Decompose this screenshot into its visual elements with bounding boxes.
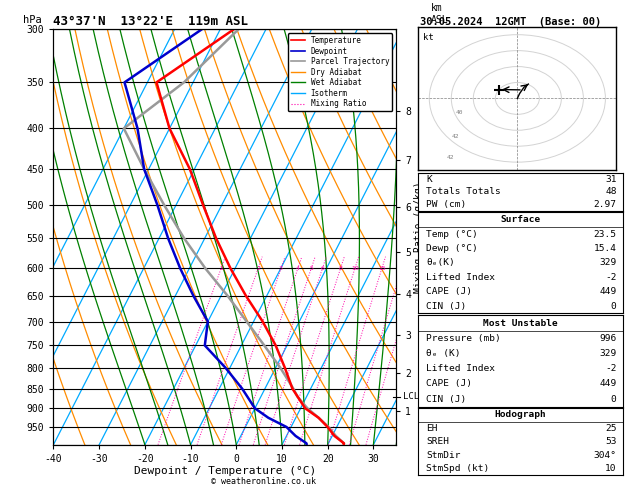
Text: StmSpd (kt): StmSpd (kt) [426, 464, 490, 473]
Text: 0: 0 [611, 395, 616, 404]
Text: Lifted Index: Lifted Index [426, 364, 496, 373]
Text: 8: 8 [338, 266, 342, 271]
Text: 6: 6 [321, 266, 325, 271]
Text: 2: 2 [256, 266, 260, 271]
Text: 48: 48 [605, 188, 616, 196]
Text: 53: 53 [605, 437, 616, 446]
Text: 30.05.2024  12GMT  (Base: 00): 30.05.2024 12GMT (Base: 00) [420, 17, 601, 27]
Text: 996: 996 [599, 334, 616, 343]
Text: θₑ(K): θₑ(K) [426, 259, 455, 267]
Text: 31: 31 [605, 174, 616, 184]
Text: 42: 42 [452, 134, 459, 139]
Text: 2.97: 2.97 [594, 200, 616, 209]
Text: SREH: SREH [426, 437, 450, 446]
Text: CIN (J): CIN (J) [426, 395, 467, 404]
Text: 5: 5 [309, 266, 313, 271]
Text: Lifted Index: Lifted Index [426, 273, 496, 282]
Text: 10: 10 [605, 464, 616, 473]
Text: km
ASL: km ASL [430, 3, 448, 25]
Text: Surface: Surface [501, 215, 540, 224]
Text: Temp (°C): Temp (°C) [426, 229, 478, 239]
Text: hPa: hPa [23, 15, 42, 25]
Text: 23.5: 23.5 [594, 229, 616, 239]
X-axis label: Dewpoint / Temperature (°C): Dewpoint / Temperature (°C) [134, 467, 316, 476]
Text: 10: 10 [351, 266, 359, 271]
Text: 25: 25 [605, 424, 616, 433]
Text: θₑ (K): θₑ (K) [426, 349, 461, 358]
Text: Totals Totals: Totals Totals [426, 188, 501, 196]
Text: 329: 329 [599, 259, 616, 267]
Text: 40: 40 [455, 110, 463, 115]
Text: 4: 4 [296, 266, 300, 271]
Text: 329: 329 [599, 349, 616, 358]
Text: -2: -2 [605, 364, 616, 373]
Text: EH: EH [426, 424, 438, 433]
Text: 15.4: 15.4 [594, 244, 616, 253]
Text: LCL: LCL [403, 392, 420, 401]
Text: 1: 1 [219, 266, 223, 271]
Text: 304°: 304° [594, 451, 616, 460]
Text: -2: -2 [605, 273, 616, 282]
Text: StmDir: StmDir [426, 451, 461, 460]
Text: 3: 3 [279, 266, 283, 271]
Text: 42: 42 [447, 155, 454, 160]
Text: PW (cm): PW (cm) [426, 200, 467, 209]
Text: kt: kt [423, 33, 433, 42]
Text: 15: 15 [378, 266, 386, 271]
Text: Dewp (°C): Dewp (°C) [426, 244, 478, 253]
Legend: Temperature, Dewpoint, Parcel Trajectory, Dry Adiabat, Wet Adiabat, Isotherm, Mi: Temperature, Dewpoint, Parcel Trajectory… [288, 33, 392, 111]
Text: CAPE (J): CAPE (J) [426, 287, 472, 296]
Text: 449: 449 [599, 287, 616, 296]
Text: Most Unstable: Most Unstable [483, 318, 558, 328]
Text: CAPE (J): CAPE (J) [426, 380, 472, 388]
Text: 0: 0 [611, 302, 616, 311]
Text: Pressure (mb): Pressure (mb) [426, 334, 501, 343]
Text: 43°37'N  13°22'E  119m ASL: 43°37'N 13°22'E 119m ASL [53, 15, 248, 28]
Text: K: K [426, 174, 432, 184]
Text: CIN (J): CIN (J) [426, 302, 467, 311]
Y-axis label: Mixing Ratio (g/kg): Mixing Ratio (g/kg) [414, 181, 424, 293]
Text: © weatheronline.co.uk: © weatheronline.co.uk [211, 477, 316, 486]
Text: Hodograph: Hodograph [494, 411, 547, 419]
Text: 449: 449 [599, 380, 616, 388]
